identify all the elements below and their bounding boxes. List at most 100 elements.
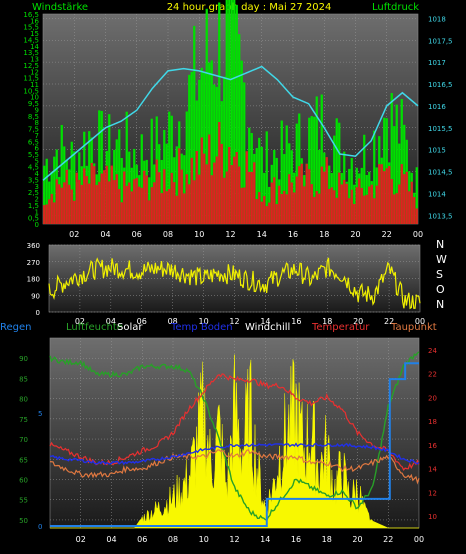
gust-bar [213, 84, 216, 224]
soil-temp-line [49, 442, 420, 466]
wind-bar [285, 194, 288, 224]
wind-bar [353, 203, 356, 224]
gust-bar [60, 125, 63, 224]
wind-bar [215, 156, 218, 224]
gust-bar [238, 34, 241, 224]
x-tick-label: 08 [168, 535, 178, 544]
wind-bar [98, 181, 101, 224]
x-tick-label: 00 [415, 317, 425, 326]
y-left-tick-label: 2 [35, 196, 39, 204]
wind-bar [240, 187, 243, 224]
wind-bar [385, 168, 388, 224]
y-left-tick-label: 1 [35, 208, 39, 216]
wind-bar [180, 169, 183, 224]
y-left-tick-label: 13 [30, 56, 39, 64]
wind-bar [390, 179, 393, 224]
wind-bar [405, 171, 408, 224]
wind-bar [118, 189, 121, 224]
x-tick-label: 10 [194, 230, 204, 239]
y-right-tick-label: 12 [428, 489, 437, 497]
y-left-tick-label: 8 [35, 119, 39, 127]
x-tick-label: 20 [353, 317, 363, 326]
wind-bar [245, 151, 248, 224]
wind-bar [103, 170, 106, 224]
gust-bar [383, 117, 386, 224]
y-left-tick-label: 60 [19, 476, 28, 484]
direction-letter: W [436, 253, 447, 266]
wind-bar [258, 192, 261, 224]
wind-bar [185, 174, 188, 224]
wind-bar [168, 189, 171, 224]
x-tick-label: 00 [413, 230, 423, 239]
wind-bar [45, 204, 48, 224]
gust-bar [203, 71, 206, 224]
y-left-tick-label: 8,5 [28, 113, 39, 121]
wind-bar [293, 192, 296, 224]
wind-bar [288, 174, 291, 224]
x-tick-label: 10 [199, 535, 209, 544]
y-left-tick-label: 5,5 [28, 151, 39, 159]
direction-letter: S [436, 268, 443, 281]
wind-bar [360, 187, 363, 224]
x-tick-label: 16 [291, 535, 301, 544]
y-left-tick-label: 3 [35, 183, 39, 191]
gust-bar [415, 167, 418, 224]
gust-bar [318, 150, 321, 224]
gust-bar [233, 0, 236, 224]
y-rain-tick-label: 5 [38, 410, 42, 418]
wind-bar [310, 184, 313, 224]
wind-bar [75, 172, 78, 224]
x-tick-label: 04 [100, 230, 110, 239]
wind-bar [330, 187, 333, 224]
x-tick-label: 20 [352, 535, 362, 544]
wind-bar [140, 187, 143, 224]
gust-bar [198, 79, 201, 224]
y-right-tick-label: 10 [428, 513, 437, 521]
gust-bar [223, 76, 226, 224]
gust-bar [190, 71, 193, 224]
y-left-tick-label: 55 [19, 497, 28, 505]
wind-bar [188, 184, 191, 224]
gust-bar [43, 165, 46, 224]
y-right-tick-label: 1018 [428, 15, 446, 23]
wind-bar [275, 204, 278, 224]
x-tick-label: 18 [322, 535, 332, 544]
gust-bar [320, 94, 323, 224]
gust-bar [215, 86, 218, 224]
wind-bar [325, 157, 328, 224]
wind-bar [220, 143, 223, 224]
y-right-tick-label: 20 [428, 394, 437, 402]
wind-bar [208, 134, 211, 224]
x-tick-label: 04 [106, 317, 116, 326]
x-tick-label: 12 [229, 317, 239, 326]
gust-bar [243, 82, 246, 224]
y-right-tick-label: 18 [428, 418, 437, 426]
wind-bar [248, 171, 251, 224]
wind-bar [100, 173, 103, 224]
wind-bar [145, 175, 148, 224]
dewpoint-line [49, 449, 420, 485]
wind-bar [278, 185, 281, 224]
wind-bar [398, 184, 401, 224]
wind-bar [323, 171, 326, 224]
wind-bar [305, 163, 308, 224]
gust-bar [70, 141, 73, 224]
gust-bar [295, 123, 298, 224]
x-tick-label: 12 [225, 230, 235, 239]
y-tick-label: 0 [36, 309, 40, 317]
wind-bar [280, 193, 283, 224]
wind-bar [205, 164, 208, 224]
wind-bar [95, 185, 98, 224]
gust-bar [175, 146, 178, 224]
y-right-tick-label: 1015 [428, 147, 446, 155]
wind-bar [260, 201, 263, 224]
wind-bar [290, 182, 293, 224]
wind-bar [338, 172, 341, 224]
y-left-tick-label: 10 [30, 94, 39, 102]
y-tick-label: 180 [27, 276, 40, 284]
y-left-tick-label: 85 [19, 375, 28, 383]
y-left-tick-label: 4,5 [28, 164, 39, 172]
wind-bar [78, 179, 81, 224]
wind-bar [110, 165, 113, 224]
x-tick-label: 06 [137, 317, 147, 326]
